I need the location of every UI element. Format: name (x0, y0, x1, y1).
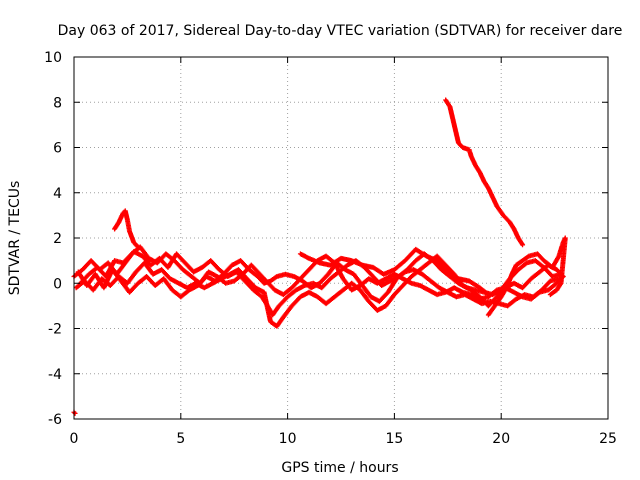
y-tick-label: -6 (48, 412, 62, 428)
series-trace-f (112, 208, 141, 250)
x-axis-title: GPS time / hours (281, 460, 398, 476)
y-axis-title: SDTVAR / TECUs (7, 181, 23, 296)
x-tick-label: 0 (70, 431, 79, 447)
data-point-markers (443, 97, 526, 248)
axis-ticks: 0 5 10 15 20 25 -6 -4 -2 0 2 4 6 8 10 (44, 50, 617, 447)
series-trace-h (485, 235, 568, 318)
y-tick-label: -4 (48, 367, 62, 383)
y-tick-label: -2 (48, 322, 62, 338)
x-tick-label: 10 (279, 431, 297, 447)
x-tick-label: 20 (492, 431, 510, 447)
y-tick-label: 6 (53, 141, 62, 157)
y-tick-label: 10 (44, 50, 62, 66)
y-tick-label: 8 (53, 95, 62, 111)
y-tick-label: 2 (53, 231, 62, 247)
y-tick-label: 4 (53, 186, 62, 202)
series-trace-e (297, 246, 491, 298)
data-point-markers (485, 235, 568, 318)
data-points (71, 97, 568, 416)
data-point-markers (112, 208, 141, 250)
y-tick-label: 0 (53, 276, 62, 292)
series-trace-g (443, 97, 526, 248)
x-tick-label: 25 (599, 431, 617, 447)
data-point-markers (297, 246, 491, 298)
chart-title: Day 063 of 2017, Sidereal Day-to-day VTE… (58, 23, 623, 39)
x-tick-label: 5 (176, 431, 185, 447)
x-tick-label: 15 (385, 431, 403, 447)
